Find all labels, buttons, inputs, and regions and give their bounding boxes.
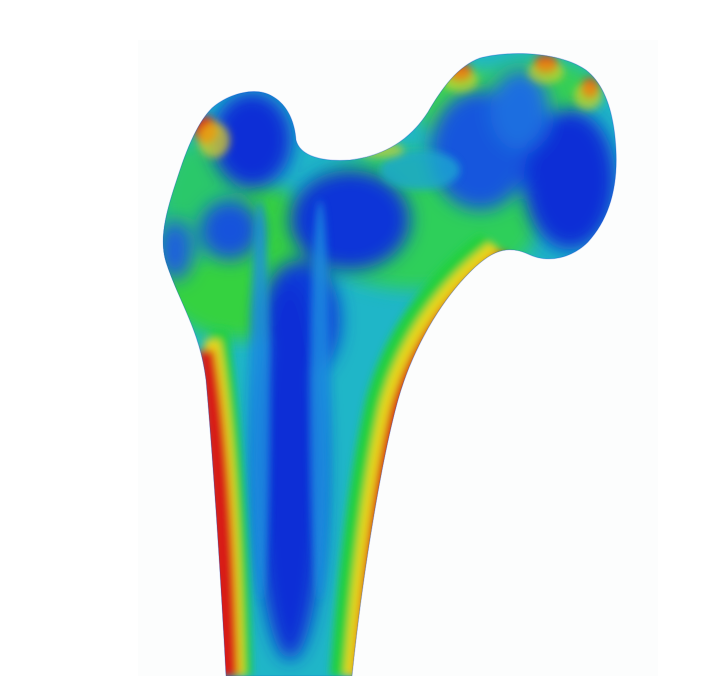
heatmap-fill	[163, 53, 617, 676]
